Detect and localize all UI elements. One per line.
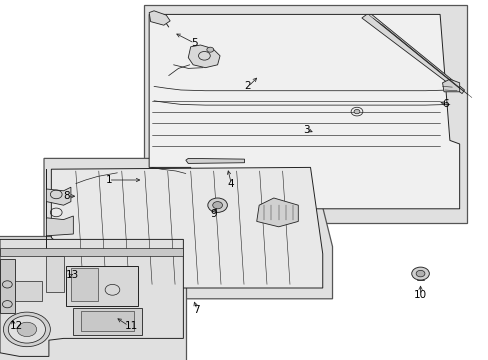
Circle shape xyxy=(17,322,37,337)
Polygon shape xyxy=(442,79,459,92)
Text: 6: 6 xyxy=(442,99,448,109)
Circle shape xyxy=(206,47,213,52)
Text: 1: 1 xyxy=(105,175,112,185)
Text: 3: 3 xyxy=(303,125,309,135)
Text: 11: 11 xyxy=(124,321,138,331)
Polygon shape xyxy=(44,158,332,299)
Circle shape xyxy=(3,312,50,347)
Polygon shape xyxy=(81,311,134,331)
Circle shape xyxy=(212,202,222,209)
Text: 2: 2 xyxy=(244,81,251,91)
Text: 9: 9 xyxy=(210,209,217,219)
Text: 10: 10 xyxy=(413,290,426,300)
Circle shape xyxy=(207,198,227,212)
Polygon shape xyxy=(256,198,298,227)
Polygon shape xyxy=(51,167,322,288)
Polygon shape xyxy=(73,308,142,335)
Polygon shape xyxy=(185,158,244,163)
Polygon shape xyxy=(361,14,464,94)
Polygon shape xyxy=(149,11,170,25)
Circle shape xyxy=(353,109,359,114)
Circle shape xyxy=(415,270,424,277)
Text: 4: 4 xyxy=(227,179,234,189)
Polygon shape xyxy=(46,169,73,248)
Text: 7: 7 xyxy=(193,305,200,315)
Polygon shape xyxy=(144,5,466,223)
Polygon shape xyxy=(46,256,63,292)
Polygon shape xyxy=(0,248,183,256)
Polygon shape xyxy=(0,259,15,313)
Text: 12: 12 xyxy=(10,321,23,331)
Text: 13: 13 xyxy=(66,270,79,280)
Polygon shape xyxy=(0,239,183,356)
Polygon shape xyxy=(71,268,98,301)
Polygon shape xyxy=(0,236,185,360)
Circle shape xyxy=(8,316,45,343)
Text: 5: 5 xyxy=(190,38,197,48)
Text: 8: 8 xyxy=(63,191,70,201)
Polygon shape xyxy=(188,45,220,68)
Polygon shape xyxy=(62,264,141,307)
Polygon shape xyxy=(10,281,41,301)
Polygon shape xyxy=(149,14,459,209)
Circle shape xyxy=(411,267,428,280)
Polygon shape xyxy=(66,266,138,306)
